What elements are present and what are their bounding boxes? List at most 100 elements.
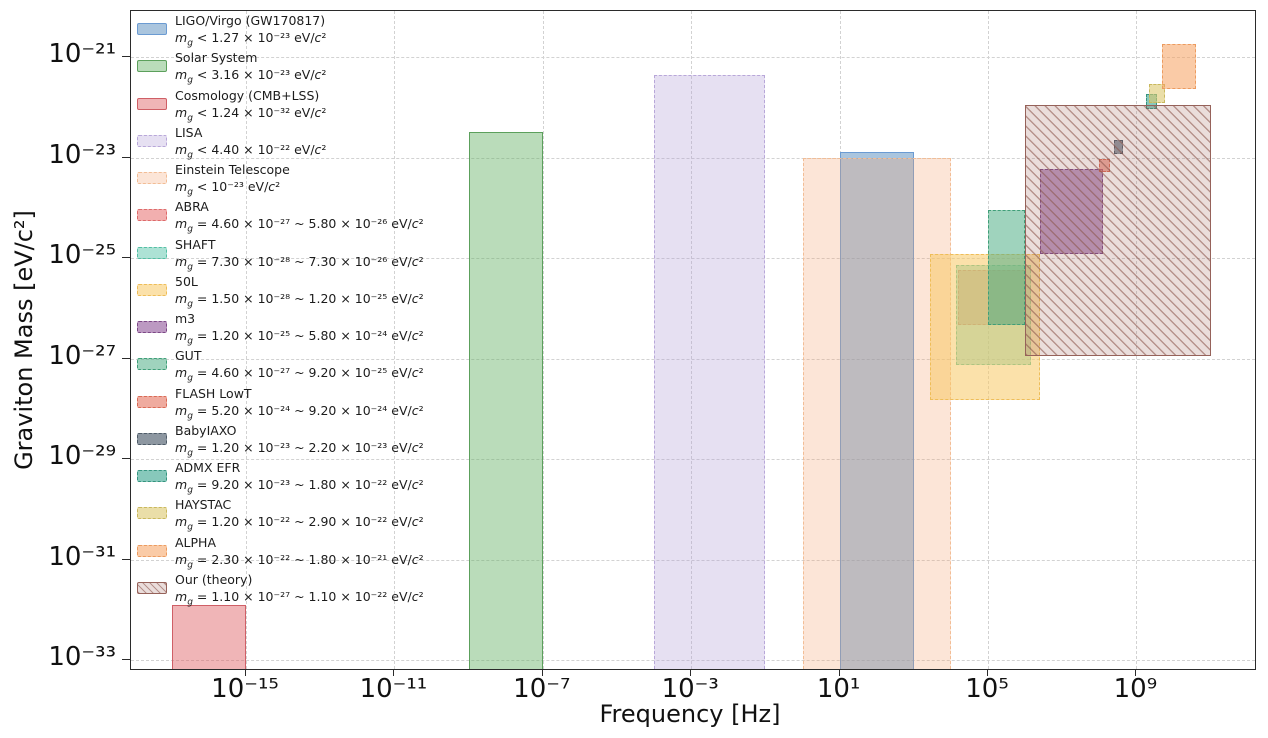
x-tick-label: 10⁻¹⁵ xyxy=(211,674,279,704)
legend-entry-mass-range: mg = 1.50 × 10⁻²⁸ ~ 1.20 × 10⁻²⁵ eV/c² xyxy=(175,290,424,310)
legend-swatch-lisa xyxy=(137,134,167,147)
legend-entry-mass-range: mg < 3.16 × 10⁻²³ eV/c² xyxy=(175,67,327,86)
y-tick-mark xyxy=(122,257,130,258)
legend-entry-abra: ABRA mg = 4.60 × 10⁻²⁷ ~ 5.80 × 10⁻²⁶ eV/… xyxy=(137,198,437,235)
legend-entry-mass-range: mg = 7.30 × 10⁻²⁸ ~ 7.30 × 10⁻²⁶ eV/c² xyxy=(175,253,424,273)
legend-entry-name: BabyIAXO xyxy=(175,422,237,438)
region-cosmology-cmb-lss xyxy=(171,605,246,669)
legend-text-admx-efr: ADMX EFR mg = 9.20 × 10⁻²³ ~ 1.80 × 10⁻²²… xyxy=(175,459,437,500)
legend-entry-mass-range: mg = 1.10 × 10⁻²⁷ ~ 1.10 × 10⁻²² eV/c² xyxy=(175,588,424,608)
x-gridline xyxy=(691,11,693,669)
x-tick-label: 10⁵ xyxy=(965,674,1009,704)
x-tick-label: 10⁻¹¹ xyxy=(359,674,428,704)
legend-entry-alpha: ALPHA mg = 2.30 × 10⁻²² ~ 1.80 × 10⁻²¹ eV… xyxy=(137,534,437,571)
legend-entry-admx-efr: ADMX EFR mg = 9.20 × 10⁻²³ ~ 1.80 × 10⁻²²… xyxy=(137,459,437,496)
y-tick-label: 10⁻²⁵ xyxy=(48,240,116,270)
region-ligo-virgo-gw170817 xyxy=(839,152,914,669)
legend-swatch-m3 xyxy=(137,321,167,333)
y-tick-label: 10⁻²⁹ xyxy=(48,441,116,471)
legend-swatch-alpha xyxy=(137,544,167,557)
legend-entry-50l: 50L mg = 1.50 × 10⁻²⁸ ~ 1.20 × 10⁻²⁵ eV/c… xyxy=(137,273,437,310)
x-gridline xyxy=(394,11,396,669)
legend-entry-mass-range: mg = 1.20 × 10⁻²³ ~ 2.20 × 10⁻²³ eV/c² xyxy=(175,439,424,459)
y-tick-mark xyxy=(122,357,130,359)
x-tick-mark xyxy=(393,669,395,676)
legend-entry-name: m3 xyxy=(175,311,196,326)
x-tick-mark xyxy=(987,669,988,676)
plot-area xyxy=(130,10,1256,670)
y-tick-mark xyxy=(122,659,130,660)
legend-entry-mass-range: mg < 1.27 × 10⁻²³ eV/c² xyxy=(175,30,327,49)
legend-entry-name: HAYSTAC xyxy=(175,497,232,513)
region-lisa xyxy=(654,74,766,669)
legend-swatch-solar-system xyxy=(137,60,167,73)
x-tick-label: 10⁻⁷ xyxy=(513,674,571,704)
y-tick-label: 10⁻²¹ xyxy=(48,39,116,69)
x-tick-mark xyxy=(245,669,246,676)
region-einstein-telescope xyxy=(802,157,951,669)
x-tick-mark xyxy=(838,669,840,676)
legend-entry-name: ADMX EFR xyxy=(175,460,241,475)
x-tick-mark xyxy=(541,669,543,676)
legend-entry-name: SHAFT xyxy=(175,236,216,252)
legend-entry-lisa: LISA mg < 4.40 × 10⁻²² eV/c² xyxy=(137,124,437,161)
legend-swatch-our-theory xyxy=(137,581,167,594)
legend-text-m3: m3 mg = 1.20 × 10⁻²⁵ ~ 5.80 × 10⁻²⁴ eV/c² xyxy=(175,310,437,351)
legend-entry-mass-range: mg = 9.20 × 10⁻²³ ~ 1.80 × 10⁻²² eV/c² xyxy=(175,477,424,496)
legend-text-alpha: ALPHA mg = 2.30 × 10⁻²² ~ 1.80 × 10⁻²¹ eV… xyxy=(175,534,437,575)
legend-swatch-gut xyxy=(137,358,167,371)
legend-entry-name: ALPHA xyxy=(175,534,217,550)
x-tick-label: 10⁻³ xyxy=(661,674,719,704)
y-gridline xyxy=(131,258,1255,259)
legend-entry-cosmology-cmb-lss: Cosmology (CMB+LSS) mg < 1.24 × 10⁻³² eV/… xyxy=(137,87,437,124)
legend-text-babyiaxo: BabyIAXO mg = 1.20 × 10⁻²³ ~ 2.20 × 10⁻²³… xyxy=(175,422,437,463)
legend-entry-flash-lowt: FLASH LowT mg = 5.20 × 10⁻²⁴ ~ 9.20 × 10⁻… xyxy=(137,385,437,422)
x-tick-mark xyxy=(690,669,692,676)
legend-swatch-ligo-virgo-gw170817 xyxy=(137,23,167,35)
legend-entry-our-theory: Our (theory) mg = 1.10 × 10⁻²⁷ ~ 1.10 × 1… xyxy=(137,571,437,608)
legend-swatch-abra xyxy=(137,209,167,222)
legend-text-abra: ABRA mg = 4.60 × 10⁻²⁷ ~ 5.80 × 10⁻²⁶ eV/… xyxy=(175,198,437,239)
y-tick-label: 10⁻³³ xyxy=(48,642,116,672)
legend-entry-name: GUT xyxy=(175,348,202,364)
x-gridline xyxy=(542,11,544,669)
legend-entry-haystac: HAYSTAC mg = 1.20 × 10⁻²² ~ 2.90 × 10⁻²² … xyxy=(137,496,437,533)
legend-text-50l: 50L mg = 1.50 × 10⁻²⁸ ~ 1.20 × 10⁻²⁵ eV/c… xyxy=(175,273,437,314)
y-tick-mark xyxy=(122,56,130,57)
x-tick-label: 10⁹ xyxy=(1113,674,1158,704)
region-alpha xyxy=(1162,44,1196,90)
legend-swatch-flash-lowt xyxy=(137,395,167,408)
y-gridline xyxy=(131,660,1255,661)
region-gut xyxy=(988,209,1026,326)
legend-entry-mass-range: mg = 2.30 × 10⁻²² ~ 1.80 × 10⁻²¹ eV/c² xyxy=(175,551,424,571)
legend-text-gut: GUT mg = 4.60 × 10⁻²⁷ ~ 9.20 × 10⁻²⁵ eV/c… xyxy=(175,347,437,388)
legend-text-solar-system: Solar System mg < 3.16 × 10⁻²³ eV/c² xyxy=(175,49,437,90)
x-tick-label: 10¹ xyxy=(816,674,861,704)
legend-text-haystac: HAYSTAC mg = 1.20 × 10⁻²² ~ 2.90 × 10⁻²² … xyxy=(175,496,437,537)
y-tick-label: 10⁻³¹ xyxy=(48,541,116,572)
legend-entry-mass-range: mg = 4.60 × 10⁻²⁷ ~ 9.20 × 10⁻²⁵ eV/c² xyxy=(175,365,424,384)
legend-entry-shaft: SHAFT mg = 7.30 × 10⁻²⁸ ~ 7.30 × 10⁻²⁶ eV… xyxy=(137,236,437,273)
region-our-theory xyxy=(1025,105,1211,357)
legend-entry-gut: GUT mg = 4.60 × 10⁻²⁷ ~ 9.20 × 10⁻²⁵ eV/c… xyxy=(137,347,437,384)
legend-text-flash-lowt: FLASH LowT mg = 5.20 × 10⁻²⁴ ~ 9.20 × 10⁻… xyxy=(175,385,437,426)
legend-entry-mass-range: mg = 5.20 × 10⁻²⁴ ~ 9.20 × 10⁻²⁴ eV/c² xyxy=(175,402,424,422)
y-gridline xyxy=(131,358,1255,360)
legend-entry-mass-range: mg = 1.20 × 10⁻²⁵ ~ 5.80 × 10⁻²⁴ eV/c² xyxy=(175,328,424,347)
y-gridline xyxy=(131,57,1255,58)
legend-entry-babyiaxo: BabyIAXO mg = 1.20 × 10⁻²³ ~ 2.20 × 10⁻²³… xyxy=(137,422,437,459)
legend-entry-mass-range: mg < 1.24 × 10⁻³² eV/c² xyxy=(175,104,327,124)
legend-entry-name: Cosmology (CMB+LSS) xyxy=(175,87,320,103)
legend-swatch-cosmology-cmb-lss xyxy=(137,97,167,110)
legend-text-einstein-telescope: Einstein Telescope mg < 10⁻²³ eV/c² xyxy=(175,161,437,202)
legend-text-shaft: SHAFT mg = 7.30 × 10⁻²⁸ ~ 7.30 × 10⁻²⁶ eV… xyxy=(175,236,437,277)
legend-entry-solar-system: Solar System mg < 3.16 × 10⁻²³ eV/c² xyxy=(137,49,437,86)
legend-entry-name: LIGO/Virgo (GW170817) xyxy=(175,13,326,28)
legend-entry-mass-range: mg = 4.60 × 10⁻²⁷ ~ 5.80 × 10⁻²⁶ eV/c² xyxy=(175,216,424,235)
legend-swatch-50l xyxy=(137,283,167,296)
y-tick-mark xyxy=(122,458,130,459)
y-gridline xyxy=(131,559,1255,561)
x-tick-mark xyxy=(1135,669,1137,676)
legend-entry-mass-range: mg < 10⁻²³ eV/c² xyxy=(175,179,281,198)
